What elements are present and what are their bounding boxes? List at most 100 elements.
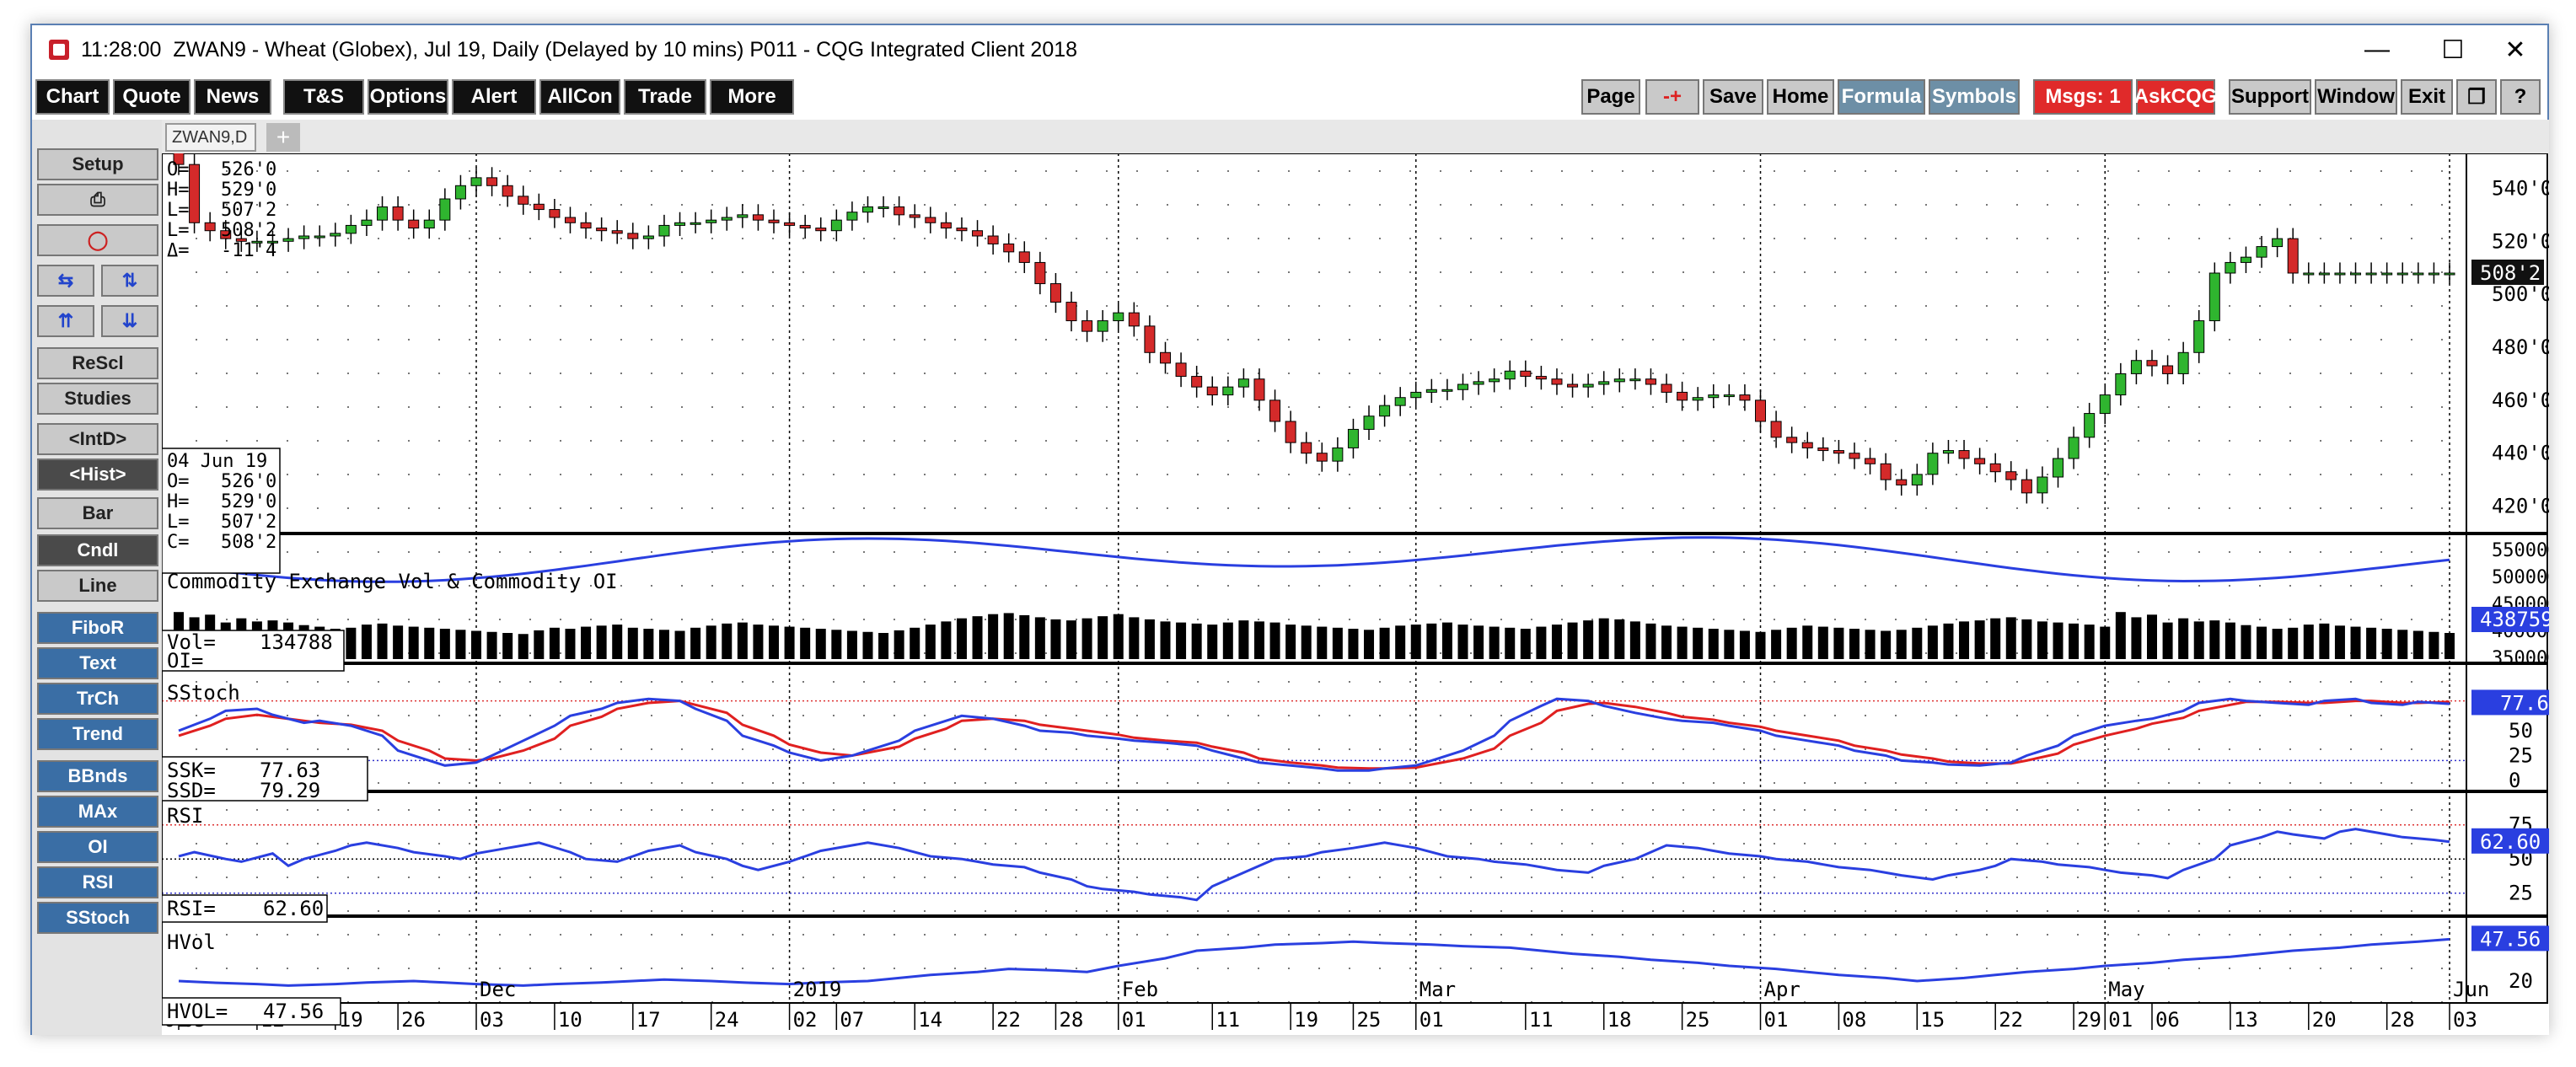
setup-button[interactable]: Setup: [37, 148, 158, 180]
plus-minus-button[interactable]: -+: [1645, 79, 1699, 115]
historical-button[interactable]: <Hist>: [37, 458, 158, 491]
line-button[interactable]: Line: [37, 570, 158, 602]
trch-button[interactable]: TrCh: [37, 683, 158, 715]
bar-button[interactable]: Bar: [37, 497, 158, 529]
chart-button[interactable]: Chart: [35, 79, 110, 115]
alert-button[interactable]: Alert: [452, 79, 536, 115]
candle-body: [1770, 421, 1782, 438]
print-icon[interactable]: ⎙: [37, 184, 158, 216]
chart-tab[interactable]: ZWAN9,D: [165, 123, 256, 152]
messages-button[interactable]: Msgs: 1: [2033, 79, 2133, 115]
grid-dot: [802, 474, 804, 475]
help-icon[interactable]: ?: [2500, 79, 2541, 115]
oi-button[interactable]: OI: [37, 831, 158, 863]
candle-body: [752, 214, 764, 221]
grid-dot: [1865, 748, 1866, 750]
symbols-button[interactable]: Symbols: [1929, 79, 2020, 115]
grid-dot: [1865, 551, 1866, 553]
grid-dot: [529, 440, 531, 442]
grid-dot: [1106, 474, 1108, 475]
grid-dot: [1682, 305, 1684, 307]
grid-dot: [1409, 305, 1411, 307]
grid-dot: [2198, 406, 2200, 408]
candle-body: [909, 214, 920, 218]
grid-dot: [1804, 474, 1806, 475]
grid-dot: [2047, 440, 2048, 442]
grid-dot: [1743, 440, 1745, 442]
grid-dot: [1804, 782, 1806, 784]
date-tick-label: 03: [2453, 1008, 2477, 1032]
grid-dot: [2198, 271, 2200, 273]
more-button[interactable]: More: [710, 79, 794, 115]
close-icon[interactable]: ✕: [2504, 35, 2526, 64]
grid-dot: [1197, 474, 1199, 475]
grid-dot: [2016, 406, 2018, 408]
chart-svg[interactable]: 540'0520'0500'0480'0460'0440'0420'0508'2…: [161, 100, 2558, 1035]
price-tick-label: 540'0: [2492, 176, 2549, 200]
fibor-button[interactable]: FiboR: [37, 612, 158, 644]
save-button[interactable]: Save: [1703, 79, 1763, 115]
horizontal-scale-icon[interactable]: ⇆: [37, 265, 94, 297]
text-button[interactable]: Text: [37, 647, 158, 679]
grid-dot: [1440, 238, 1441, 239]
grid-dot: [1076, 406, 1077, 408]
grid-dot: [1167, 440, 1168, 442]
grid-dot: [1561, 305, 1563, 307]
home-button[interactable]: Home: [1767, 79, 1834, 115]
expand-icon[interactable]: ⇊: [101, 305, 158, 337]
volume-bar: [925, 625, 936, 659]
quote-button[interactable]: Quote: [113, 79, 191, 115]
grid-dot: [590, 373, 592, 374]
tns-button[interactable]: T&S: [283, 79, 364, 115]
grid-dot: [924, 782, 926, 784]
grid-dot: [1258, 406, 1259, 408]
grid-dot: [469, 204, 470, 206]
max-button[interactable]: MAx: [37, 796, 158, 828]
add-tab-button[interactable]: +: [266, 123, 300, 152]
grid-dot: [894, 968, 895, 969]
rsi-button[interactable]: RSI: [37, 866, 158, 898]
news-button[interactable]: News: [194, 79, 271, 115]
allcon-button[interactable]: AllCon: [539, 79, 620, 115]
vertical-scale-icon[interactable]: ⇅: [101, 265, 158, 297]
red-tool-icon[interactable]: ◯: [37, 224, 158, 256]
exit-button[interactable]: Exit: [2401, 79, 2453, 115]
date-tick-label: 26: [401, 1008, 426, 1032]
grid-dot: [1045, 339, 1047, 340]
candle-body: [1159, 351, 1171, 364]
grid-dot: [2077, 551, 2079, 553]
options-button[interactable]: Options: [368, 79, 448, 115]
formula-button[interactable]: Formula: [1838, 79, 1925, 115]
candle-button[interactable]: Cndl: [37, 534, 158, 566]
askcqg-button[interactable]: AskCQG: [2134, 79, 2217, 115]
minimize-icon[interactable]: —: [2364, 35, 2390, 63]
grid-dot: [1349, 809, 1350, 811]
sstoch-button[interactable]: SStoch: [37, 902, 158, 934]
chart-area[interactable]: 540'0 520'0 500'0 480'0 460'0 440'0 420'0 508'2…: [161, 100, 2558, 1039]
grid-dot: [317, 305, 319, 307]
trade-button[interactable]: Trade: [624, 79, 706, 115]
studies-button[interactable]: Studies: [37, 383, 158, 415]
grid-dot: [1258, 968, 1259, 969]
bbnds-button[interactable]: BBnds: [37, 760, 158, 792]
rescale-button[interactable]: ReScl: [37, 347, 158, 379]
grid-dot: [590, 877, 592, 878]
grid-dot: [1136, 934, 1138, 936]
trend-button[interactable]: Trend: [37, 718, 158, 750]
grid-dot: [1591, 406, 1593, 408]
compress-icon[interactable]: ⇈: [37, 305, 94, 337]
window-button[interactable]: Window: [2315, 79, 2397, 115]
grid-dot: [985, 843, 986, 844]
grid-dot: [772, 585, 774, 587]
page-button[interactable]: Page: [1581, 79, 1640, 115]
maximize-icon[interactable]: ☐: [2441, 35, 2465, 64]
support-button[interactable]: Support: [2229, 79, 2311, 115]
grid-dot: [438, 551, 440, 553]
grid-dot: [1804, 968, 1806, 969]
grid-dot: [1652, 238, 1654, 239]
grid-dot: [802, 238, 804, 239]
intraday-button[interactable]: <IntD>: [37, 423, 158, 455]
grid-dot: [1409, 238, 1411, 239]
grid-dot: [2138, 809, 2139, 811]
restore-icon[interactable]: ❐: [2456, 79, 2497, 115]
